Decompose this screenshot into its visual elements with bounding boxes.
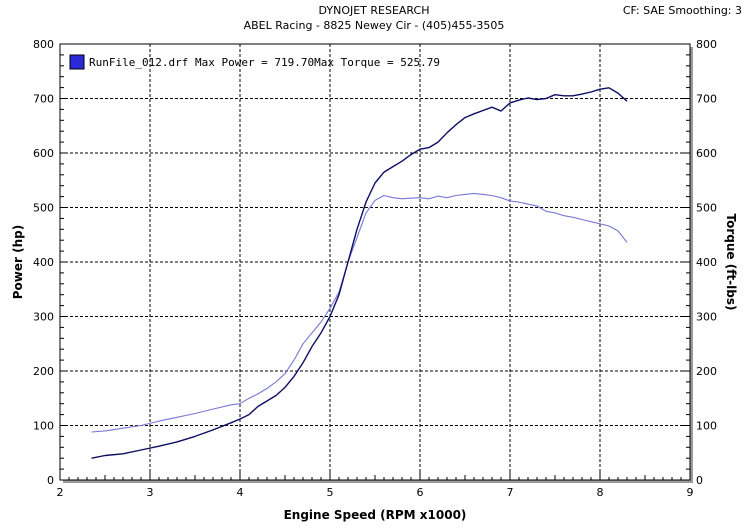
grid (60, 44, 690, 480)
chart-subtitle: ABEL Racing - 8825 Newey Cir - (405)455-… (244, 19, 505, 32)
chart-title: DYNOJET RESEARCH (319, 4, 430, 17)
x-tick-label: 4 (237, 486, 244, 499)
torque-curve (91, 192, 628, 433)
y-tick-label-left: 100 (33, 420, 54, 433)
y-tick-label-right: 700 (696, 93, 717, 106)
x-axis-title: Engine Speed (RPM x1000) (284, 508, 467, 522)
y-tick-label-left: 600 (33, 147, 54, 160)
y-tick-label-right: 300 (696, 311, 717, 324)
y-tick-label-left: 500 (33, 202, 54, 215)
y-tick-label-right: 0 (696, 474, 703, 487)
y-tick-label-right: 600 (696, 147, 717, 160)
legend: RunFile_012.drf Max Power = 719.70Max To… (69, 54, 440, 70)
y-axis-title-left: Power (hp) (11, 225, 25, 299)
x-tick-label: 9 (687, 486, 694, 499)
series-layer (91, 87, 628, 459)
x-tick-label: 2 (57, 486, 64, 499)
legend-swatch (69, 54, 85, 70)
y-tick-label-left: 400 (33, 256, 54, 269)
x-tick-label: 6 (417, 486, 424, 499)
y-tick-label-left: 0 (47, 474, 54, 487)
x-tick-label: 7 (507, 486, 514, 499)
legend-text: RunFile_012.drf Max Power = 719.70Max To… (89, 56, 440, 69)
y-tick-label-right: 200 (696, 365, 717, 378)
x-tick-label: 5 (327, 486, 334, 499)
x-tick-label: 3 (147, 486, 154, 499)
y-tick-label-right: 100 (696, 420, 717, 433)
status-text: CF: SAE Smoothing: 3 (623, 4, 742, 17)
power-curve (91, 87, 628, 459)
y-tick-label-left: 700 (33, 93, 54, 106)
y-axis-title-right: Torque (ft-lbs) (724, 214, 738, 311)
y-tick-label-left: 800 (33, 38, 54, 51)
y-tick-label-right: 400 (696, 256, 717, 269)
y-tick-label-right: 500 (696, 202, 717, 215)
x-tick-label: 8 (597, 486, 604, 499)
y-tick-label-left: 300 (33, 311, 54, 324)
y-tick-label-left: 200 (33, 365, 54, 378)
y-tick-label-right: 800 (696, 38, 717, 51)
